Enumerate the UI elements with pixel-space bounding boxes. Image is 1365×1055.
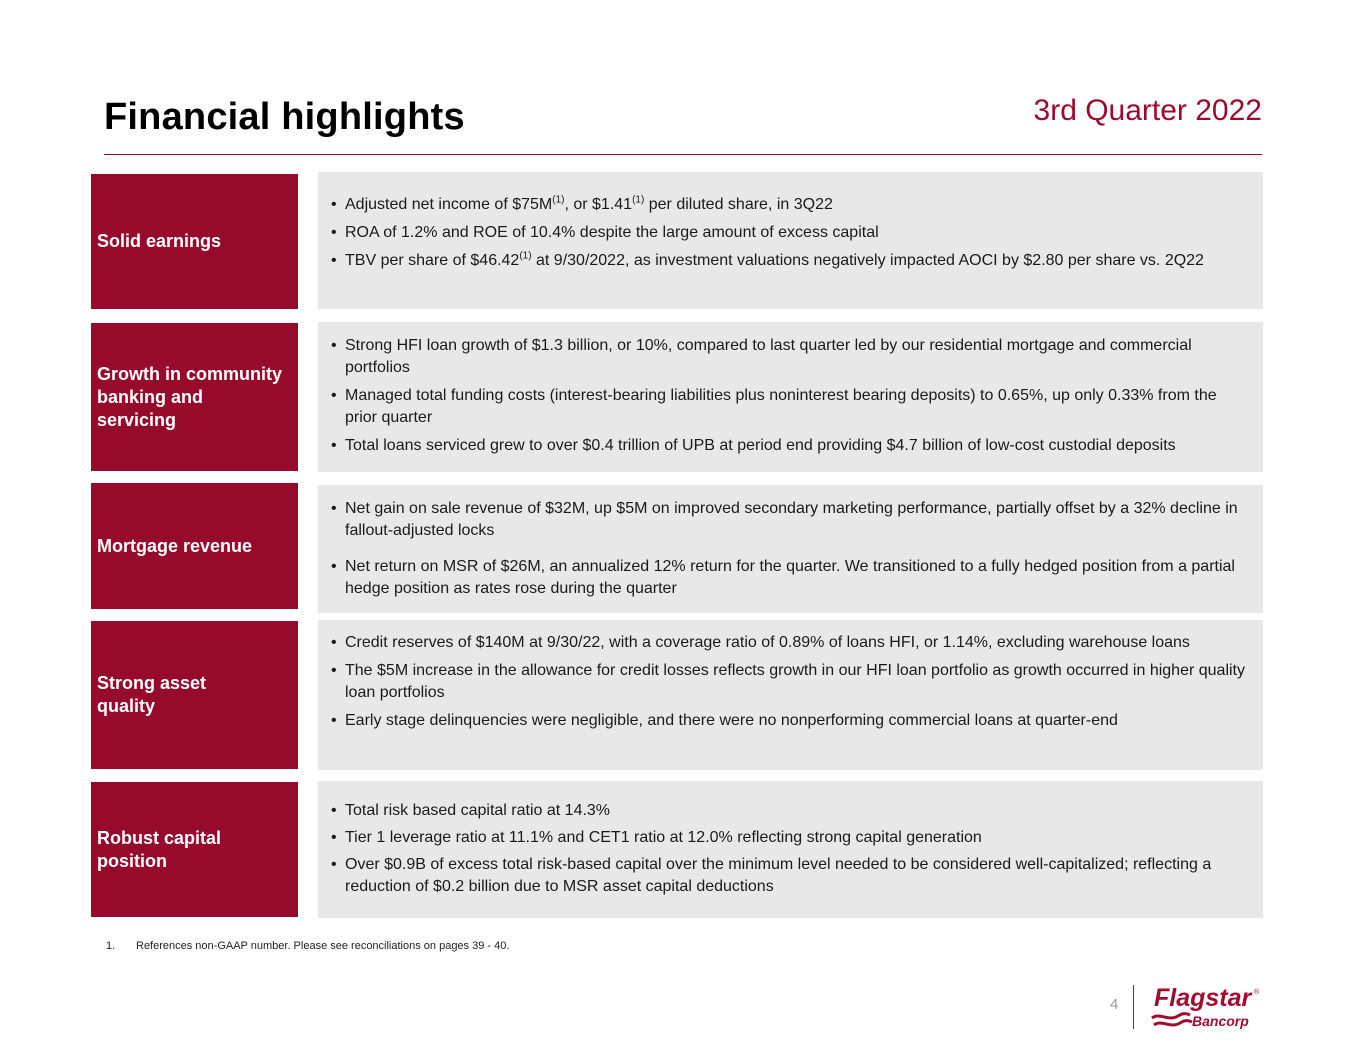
bullet-text: Tier 1 leverage ratio at 11.1% and CET1 … — [345, 829, 982, 846]
bullet-item: Total loans serviced grew to over $0.4 t… — [330, 435, 1245, 457]
bullet-list: Total risk based capital ratio at 14.3% T… — [330, 800, 1245, 898]
logo-wave-top — [1151, 1012, 1191, 1020]
bullet-item: Adjusted net income of $75M(1), or $1.41… — [330, 194, 1245, 216]
page-number: 4 — [1110, 996, 1119, 1013]
footnote: 1. References non-GAAP number. Please see… — [106, 940, 509, 952]
bullet-item: Strong HFI loan growth of $1.3 billion, … — [330, 335, 1245, 379]
logo-wave-bottom — [1153, 1019, 1193, 1027]
section-label-solid-earnings: Solid earnings — [91, 174, 298, 309]
bullet-item: Tier 1 leverage ratio at 11.1% and CET1 … — [330, 827, 1245, 849]
footnote-reference: (1) — [552, 194, 565, 206]
quarter-label: 3rd Quarter 2022 — [1033, 94, 1262, 127]
section-panel-asset-quality: Credit reserves of $140M at 9/30/22, wit… — [318, 620, 1263, 770]
bullet-item: ROA of 1.2% and ROE of 10.4% despite the… — [330, 222, 1245, 244]
title-divider — [104, 154, 1262, 155]
section-label-mortgage-revenue: Mortgage revenue — [91, 483, 298, 609]
bullet-item: Early stage delinquencies were negligibl… — [330, 710, 1245, 732]
bullet-text: Net gain on sale revenue of $32M, up $5M… — [345, 500, 1238, 539]
bullet-text: Adjusted net income of $75M — [345, 196, 553, 213]
bullet-text: Credit reserves of $140M at 9/30/22, wit… — [345, 634, 1190, 651]
section-label-asset-quality: Strong asset quality — [91, 621, 298, 769]
bullet-text: Early stage delinquencies were negligibl… — [345, 712, 1118, 729]
bullet-text: , or $1.41 — [564, 196, 633, 213]
section-panel-mortgage-revenue: Net gain on sale revenue of $32M, up $5M… — [318, 485, 1263, 613]
bullet-text: ROA of 1.2% and ROE of 10.4% despite the… — [345, 224, 879, 241]
bullet-text: at 9/30/2022, as investment valuations n… — [531, 252, 1204, 269]
bullet-item: Net gain on sale revenue of $32M, up $5M… — [330, 498, 1245, 542]
section-panel-capital: Total risk based capital ratio at 14.3% T… — [318, 781, 1263, 918]
bullet-item: Managed total funding costs (interest-be… — [330, 385, 1245, 429]
bullet-text: Total loans serviced grew to over $0.4 t… — [345, 437, 1176, 454]
footnote-text: References non-GAAP number. Please see r… — [136, 940, 510, 952]
bullet-item: The $5M increase in the allowance for cr… — [330, 660, 1245, 704]
flagstar-logo: Flagstar ® Bancorp — [1151, 984, 1260, 1029]
section-label-growth: Growth in community banking and servicin… — [91, 323, 298, 471]
footnote-reference: (1) — [632, 194, 645, 206]
bullet-text: Managed total funding costs (interest-be… — [345, 387, 1217, 426]
bullet-item: Total risk based capital ratio at 14.3% — [330, 800, 1245, 822]
section-panel-growth: Strong HFI loan growth of $1.3 billion, … — [318, 322, 1263, 472]
bullet-text: Net return on MSR of $26M, an annualized… — [345, 558, 1235, 597]
bullet-list: Credit reserves of $140M at 9/30/22, wit… — [330, 632, 1245, 732]
bullet-item: TBV per share of $46.42(1) at 9/30/2022,… — [330, 250, 1245, 272]
footer-divider — [1133, 985, 1134, 1029]
logo-name: Flagstar — [1154, 984, 1253, 1012]
bullet-text: TBV per share of $46.42 — [345, 252, 520, 269]
bullet-text: Strong HFI loan growth of $1.3 billion, … — [345, 337, 1192, 376]
page-title: Financial highlights — [104, 96, 465, 138]
bullet-list: Net gain on sale revenue of $32M, up $5M… — [330, 498, 1245, 600]
logo-registered-mark: ® — [1254, 988, 1260, 996]
section-label-capital: Robust capital position — [91, 782, 298, 917]
section-panel-solid-earnings: Adjusted net income of $75M(1), or $1.41… — [318, 172, 1263, 309]
bullet-list: Adjusted net income of $75M(1), or $1.41… — [330, 194, 1245, 272]
footnote-reference: (1) — [519, 250, 532, 262]
footnote-number: 1. — [106, 940, 116, 952]
bullet-item: Net return on MSR of $26M, an annualized… — [330, 556, 1245, 600]
bullet-item: Over $0.9B of excess total risk-based ca… — [330, 854, 1245, 898]
bullet-item: Credit reserves of $140M at 9/30/22, wit… — [330, 632, 1245, 654]
bullet-text: per diluted share, in 3Q22 — [644, 196, 833, 213]
bullet-list: Strong HFI loan growth of $1.3 billion, … — [330, 335, 1245, 457]
bullet-text: Over $0.9B of excess total risk-based ca… — [345, 856, 1212, 895]
bullet-text: The $5M increase in the allowance for cr… — [345, 662, 1245, 701]
bullet-text: Total risk based capital ratio at 14.3% — [345, 802, 611, 819]
logo-subtitle: Bancorp — [1192, 1013, 1249, 1029]
